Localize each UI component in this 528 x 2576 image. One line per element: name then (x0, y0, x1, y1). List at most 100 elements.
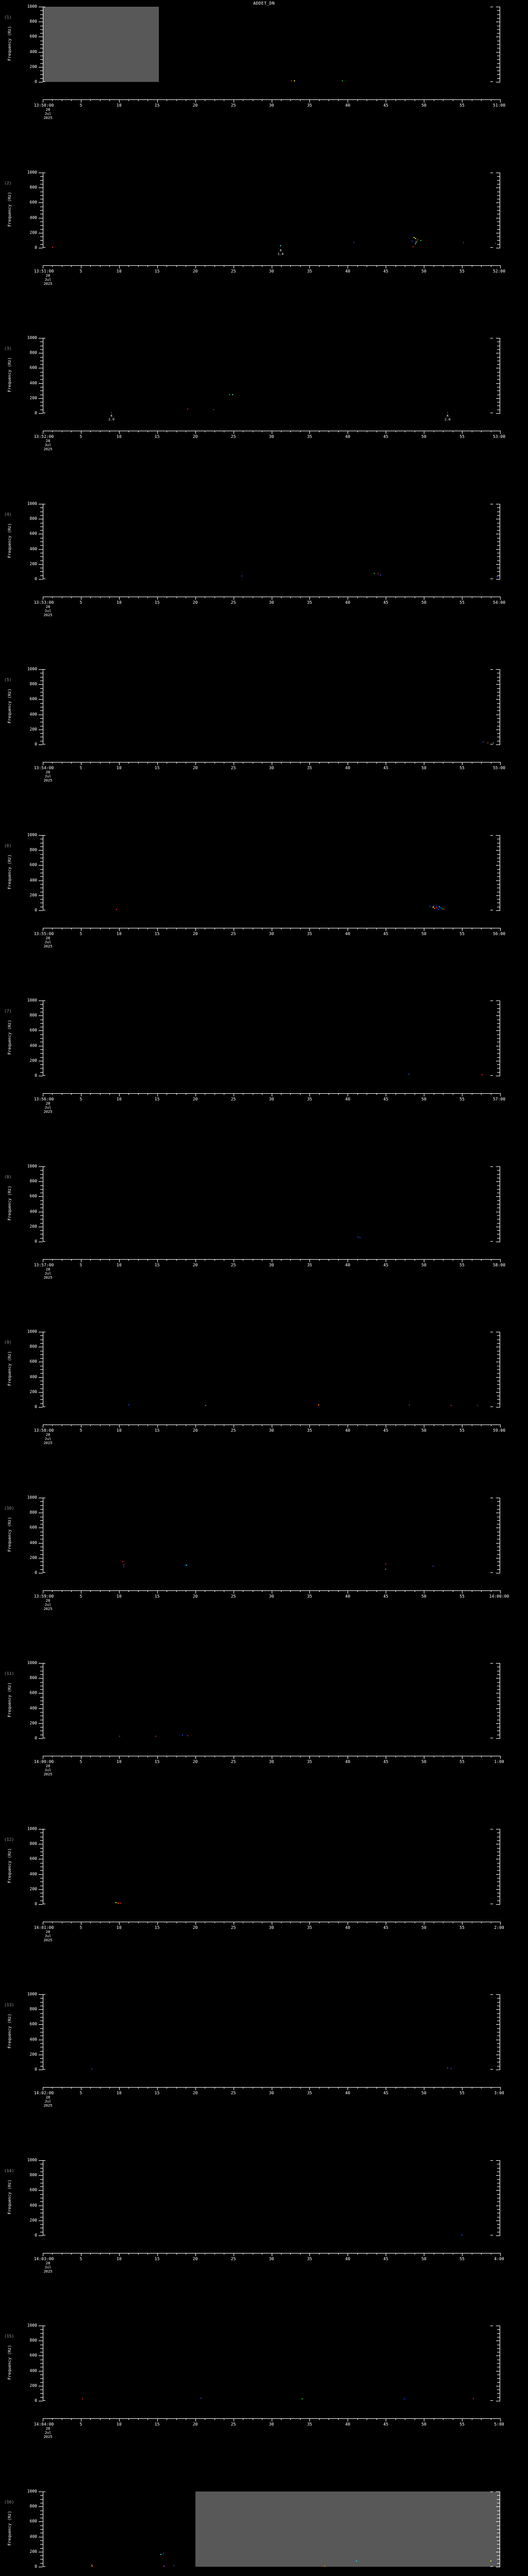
plot-area[interactable] (43, 7, 500, 82)
y-axis-tick (40, 1008, 43, 1009)
y-axis-tick (39, 1678, 43, 1679)
x-axis-tick (328, 1590, 329, 1592)
y-axis-tick (40, 1373, 43, 1374)
x-axis-tick (100, 2087, 101, 2089)
plot-area[interactable] (43, 1663, 500, 1738)
x-axis-tick (290, 928, 291, 929)
plot-area[interactable] (43, 1166, 500, 1242)
y-axis-tick-right (496, 1723, 500, 1724)
y-axis-tick (39, 2235, 43, 2236)
x-axis-tick (481, 597, 482, 598)
plot-area[interactable] (43, 2492, 500, 2567)
data-marker (173, 2565, 175, 2566)
x-axis-tick-label: 45 (383, 2257, 389, 2261)
y-axis-label-value: 200 (29, 893, 37, 897)
x-axis-tick-label: 55 (459, 1594, 465, 1599)
x-axis-tick (309, 1259, 310, 1262)
x-axis-tick (300, 597, 301, 598)
x-axis-tick (395, 2418, 396, 2420)
x-axis-tick (109, 99, 110, 101)
date-month: Jul (44, 1272, 52, 1276)
x-axis-start-label: 13:51:00 (34, 269, 54, 274)
x-axis-tick (214, 431, 215, 432)
x-axis-tick (128, 99, 129, 101)
plot-area[interactable] (43, 1829, 500, 1904)
plot-area[interactable] (43, 338, 500, 413)
plot-area[interactable] (43, 504, 500, 579)
x-axis-tick (481, 2418, 482, 2420)
y-axis-tick-right (496, 2235, 500, 2236)
plot-area[interactable] (43, 173, 500, 248)
x-axis-tick (338, 1756, 339, 1757)
x-axis-tick (109, 1590, 110, 1592)
y-axis-label-value: 600 (29, 862, 37, 867)
x-axis-tick (52, 1425, 53, 1426)
x-axis-tick (214, 928, 215, 929)
plot-area[interactable] (43, 1498, 500, 1573)
y-axis-tick (40, 1520, 43, 1521)
x-axis-date-stack: 28 Jul 2025 (44, 1764, 53, 1776)
y-axis-tick-right (497, 703, 500, 704)
plot-area[interactable] (43, 1001, 500, 1076)
x-axis-tick (328, 1756, 329, 1757)
plot-area[interactable] (43, 1332, 500, 1407)
plot-area[interactable] (43, 2160, 500, 2235)
plot-area[interactable] (43, 1994, 500, 2070)
date-day: 28 (45, 605, 51, 609)
y-axis-tick-right (497, 2058, 500, 2059)
x-axis-tick (338, 597, 339, 598)
x-axis-tick (176, 1425, 177, 1426)
y-axis-tick-right (497, 2563, 500, 2564)
plot-area[interactable] (43, 835, 500, 910)
plot-area[interactable] (43, 2326, 500, 2401)
y-axis-tick-right (496, 2009, 500, 2010)
y-axis-title: Frequency (Hz) (7, 192, 12, 227)
y-axis-tick (39, 1738, 43, 1739)
y-axis-tick-right (497, 515, 500, 516)
axis-spine-cap (490, 669, 493, 670)
axis-spine-cap (43, 2566, 45, 2567)
x-axis-tick (481, 99, 482, 101)
date-day: 28 (45, 1764, 51, 1768)
y-axis-tick-right (497, 1223, 500, 1224)
x-axis-tick-label: 25 (230, 766, 236, 770)
y-axis-tick-right (497, 2017, 500, 2018)
x-axis-tick (300, 762, 301, 764)
y-axis-tick (40, 2548, 43, 2549)
data-marker (241, 575, 242, 577)
y-axis-tick (40, 1335, 43, 1336)
y-axis-label-value: 1000 (27, 501, 37, 506)
x-axis-tick-label: 25 (230, 931, 236, 936)
y-axis-tick (39, 1407, 43, 1408)
y-axis-tick (40, 1369, 43, 1370)
y-axis-tick-right (496, 684, 500, 685)
x-axis-tick (481, 1756, 482, 1757)
y-axis-label-value: 200 (29, 230, 37, 235)
data-marker (411, 240, 412, 242)
x-axis-tick (157, 1259, 158, 1262)
x-axis-tick (157, 928, 158, 931)
x-axis-tick-label: 30 (269, 2091, 274, 2095)
data-marker (318, 1404, 320, 1405)
x-axis-tick (119, 2087, 120, 2090)
data-marker (447, 412, 448, 413)
date-year: 2025 (43, 2104, 53, 2108)
x-axis-tick-label: 15 (154, 1097, 160, 1101)
data-marker (440, 907, 441, 909)
x-axis-tick (176, 928, 177, 929)
x-axis-date-stack: 28 Jul 2025 (44, 1599, 53, 1611)
data-marker (497, 575, 498, 577)
chart-panel: 0 200 400 600 800 1000 Frequency (Hz) (14) 14:03… (0, 2158, 528, 2326)
y-axis-tick (40, 2514, 43, 2515)
date-year: 2025 (43, 1276, 53, 1280)
plot-area[interactable] (43, 669, 500, 744)
x-axis-end-label: 14:00:00 (489, 1594, 509, 1599)
x-axis-tick (214, 1425, 215, 1426)
data-marker (341, 80, 343, 81)
x-axis-tick-label: 35 (307, 269, 312, 274)
y-axis-tick-right (496, 865, 500, 866)
y-axis-label-value: 800 (29, 516, 37, 521)
x-axis-tick (280, 597, 282, 598)
x-axis-tick (138, 99, 139, 101)
data-marker (412, 246, 414, 247)
